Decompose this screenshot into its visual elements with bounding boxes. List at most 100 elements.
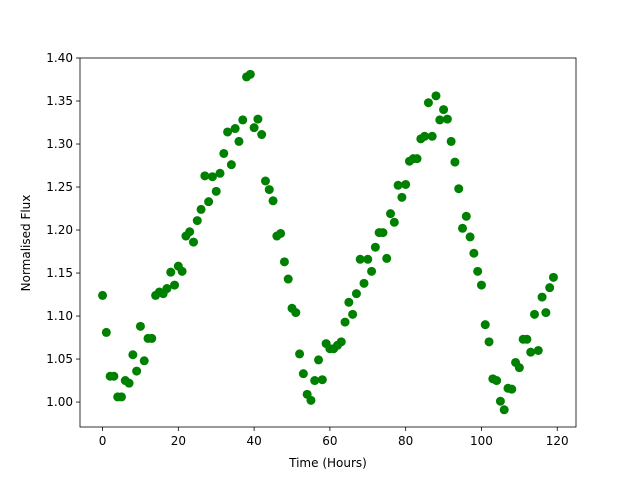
point <box>548 272 558 282</box>
point <box>351 289 361 299</box>
x-tick-label: 120 <box>546 434 569 448</box>
point <box>393 180 403 190</box>
point <box>450 157 460 167</box>
point <box>537 292 547 302</box>
point <box>526 347 536 357</box>
point <box>310 376 320 386</box>
point <box>253 114 263 124</box>
point <box>340 317 350 327</box>
point <box>427 131 437 141</box>
y-tick-label: 1.05 <box>46 352 73 366</box>
point <box>363 254 373 264</box>
point <box>283 274 293 284</box>
point <box>314 355 324 365</box>
point <box>135 321 145 331</box>
point <box>476 280 486 290</box>
point <box>355 254 365 264</box>
point <box>420 131 430 141</box>
point <box>116 392 126 402</box>
point <box>473 266 483 276</box>
point <box>219 148 229 158</box>
point <box>196 204 206 214</box>
point <box>257 130 267 140</box>
point <box>370 242 380 252</box>
y-tick-label: 1.25 <box>46 180 73 194</box>
point <box>101 327 111 337</box>
plot-frame <box>79 57 577 428</box>
point <box>439 105 449 115</box>
point <box>260 176 270 186</box>
point <box>177 266 187 276</box>
x-tick-label: 0 <box>99 434 107 448</box>
point <box>454 184 464 194</box>
point <box>109 371 119 381</box>
point <box>223 127 233 137</box>
point <box>124 378 134 388</box>
point <box>465 232 475 242</box>
y-tick-label: 1.10 <box>46 309 73 323</box>
x-tick-label: 100 <box>470 434 493 448</box>
point <box>264 185 274 195</box>
point <box>298 369 308 379</box>
point <box>344 297 354 307</box>
point <box>170 280 180 290</box>
point <box>230 124 240 134</box>
point <box>162 284 172 294</box>
point <box>226 160 236 170</box>
point <box>249 123 259 133</box>
y-tick-label: 1.15 <box>46 266 73 280</box>
x-tick-label: 80 <box>398 434 413 448</box>
point <box>435 115 445 125</box>
point <box>291 308 301 318</box>
point <box>484 337 494 347</box>
point <box>192 216 202 226</box>
y-tick-label: 1.20 <box>46 223 73 237</box>
point <box>245 69 255 79</box>
y-tick-label: 1.30 <box>46 137 73 151</box>
point <box>495 396 505 406</box>
point <box>276 228 286 238</box>
y-tick-label: 1.35 <box>46 94 73 108</box>
point <box>317 375 327 385</box>
point <box>386 209 396 219</box>
point <box>188 237 198 247</box>
point <box>185 227 195 237</box>
point <box>147 333 157 343</box>
point <box>431 91 441 101</box>
point <box>530 309 540 319</box>
point <box>499 405 509 415</box>
point <box>401 179 411 189</box>
point <box>480 320 490 330</box>
point <box>397 192 407 202</box>
point <box>367 266 377 276</box>
y-tick-label: 1.40 <box>46 51 73 65</box>
point <box>268 196 278 206</box>
point <box>514 363 524 373</box>
point <box>336 337 346 347</box>
point <box>541 308 551 318</box>
point <box>279 257 289 267</box>
point <box>522 334 532 344</box>
point <box>98 290 108 300</box>
point <box>469 248 479 258</box>
point <box>207 172 217 182</box>
point <box>348 309 358 319</box>
point <box>139 356 149 366</box>
point <box>389 217 399 227</box>
point <box>204 197 214 207</box>
point <box>378 228 388 238</box>
point <box>492 376 502 386</box>
point <box>200 171 210 181</box>
point <box>211 186 221 196</box>
point <box>306 395 316 405</box>
point <box>458 223 468 233</box>
point <box>234 136 244 146</box>
y-tick-label: 1.00 <box>46 395 73 409</box>
point <box>295 349 305 359</box>
point <box>442 114 452 124</box>
x-axis-label: Time (Hours) <box>288 456 367 470</box>
point <box>128 350 138 360</box>
point <box>533 345 543 355</box>
